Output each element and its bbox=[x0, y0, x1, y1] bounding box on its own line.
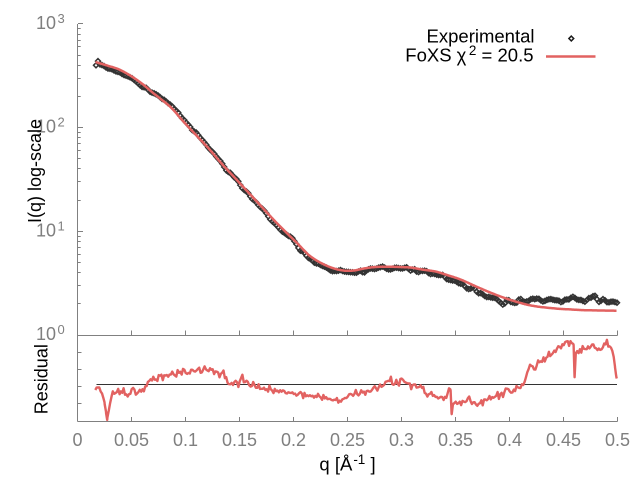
svg-text:3: 3 bbox=[58, 11, 65, 26]
svg-text:I(q) log-scale: I(q) log-scale bbox=[25, 119, 45, 223]
svg-text:0: 0 bbox=[72, 430, 82, 450]
svg-text:10: 10 bbox=[36, 220, 56, 240]
svg-text:1: 1 bbox=[58, 218, 65, 233]
svg-text:0.1: 0.1 bbox=[173, 430, 198, 450]
svg-text:2: 2 bbox=[58, 115, 65, 130]
svg-text:Experimental: Experimental bbox=[427, 26, 535, 47]
svg-text:Residual: Residual bbox=[32, 344, 52, 414]
svg-text:0.15: 0.15 bbox=[222, 430, 257, 450]
svg-text:0.4: 0.4 bbox=[497, 430, 522, 450]
svg-text:10: 10 bbox=[36, 117, 56, 137]
svg-text:0.2: 0.2 bbox=[281, 430, 306, 450]
svg-text:0.35: 0.35 bbox=[438, 430, 473, 450]
svg-text:0.5: 0.5 bbox=[605, 430, 630, 450]
svg-text:0.45: 0.45 bbox=[546, 430, 581, 450]
svg-text:FoXS χ2 = 20.5: FoXS χ2 = 20.5 bbox=[405, 43, 533, 66]
svg-text:10: 10 bbox=[36, 13, 56, 33]
svg-text:0: 0 bbox=[58, 322, 65, 337]
svg-text:q [Å-1 ]: q [Å-1 ] bbox=[319, 452, 375, 475]
svg-text:0.25: 0.25 bbox=[330, 430, 365, 450]
svg-text:0.3: 0.3 bbox=[389, 430, 414, 450]
svg-text:0.05: 0.05 bbox=[114, 430, 149, 450]
svg-text:10: 10 bbox=[36, 324, 56, 344]
